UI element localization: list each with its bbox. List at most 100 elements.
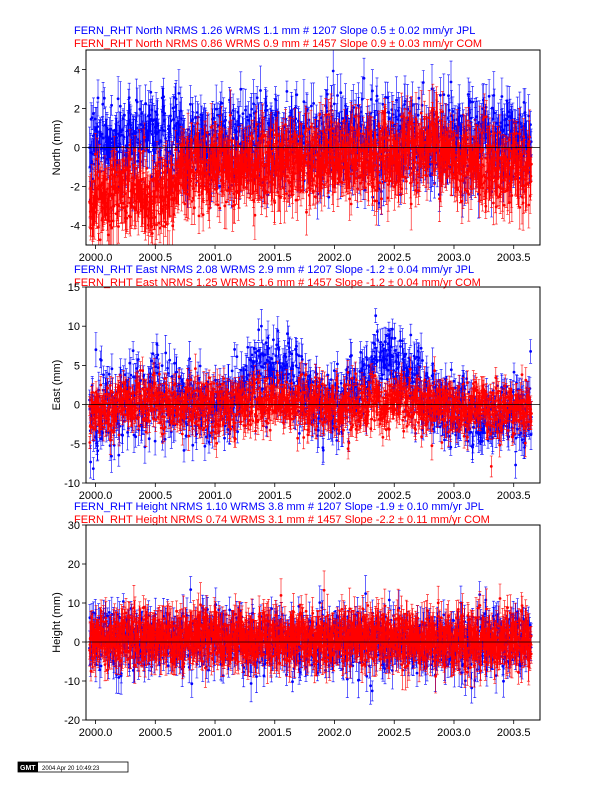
data-point <box>390 372 394 376</box>
data-point <box>522 135 526 139</box>
data-point <box>361 143 365 147</box>
data-point <box>512 161 516 165</box>
data-point <box>200 407 204 410</box>
data-point <box>404 366 408 370</box>
data-point <box>326 141 330 144</box>
data-point <box>203 444 207 448</box>
data-point <box>268 408 272 411</box>
data-point <box>381 102 385 106</box>
data-point <box>350 151 354 155</box>
data-point <box>172 390 176 394</box>
data-point <box>275 165 279 169</box>
data-point <box>475 115 479 119</box>
data-point <box>106 386 110 390</box>
data-point <box>305 409 309 413</box>
data-point <box>360 174 364 177</box>
data-point <box>243 176 247 180</box>
data-point <box>269 373 273 377</box>
data-point <box>270 387 274 391</box>
data-point <box>164 386 168 390</box>
data-point <box>359 181 362 185</box>
data-point <box>269 137 273 141</box>
data-point <box>422 162 425 166</box>
data-point <box>229 391 233 395</box>
data-point <box>227 154 231 158</box>
data-point <box>168 401 172 405</box>
data-point <box>242 170 246 173</box>
data-point <box>378 399 381 403</box>
data-point <box>119 189 123 192</box>
data-point <box>132 417 136 420</box>
data-point <box>131 349 135 353</box>
data-point <box>301 184 305 188</box>
data-point <box>130 152 134 156</box>
data-point <box>413 152 417 156</box>
data-point <box>185 158 189 162</box>
data-point <box>235 413 239 416</box>
data-point <box>135 180 139 184</box>
data-point <box>461 193 464 197</box>
data-point <box>204 398 207 401</box>
data-point <box>261 424 265 428</box>
data-point <box>99 415 103 419</box>
data-point <box>91 227 94 230</box>
data-point <box>323 153 327 157</box>
data-point <box>287 346 291 349</box>
data-point <box>478 128 482 131</box>
data-point <box>343 160 347 164</box>
data-point <box>145 166 149 170</box>
data-point <box>462 155 466 159</box>
data-point <box>372 177 376 181</box>
data-point <box>415 394 418 398</box>
data-point <box>202 426 206 430</box>
data-point <box>188 407 192 411</box>
data-point <box>253 116 257 120</box>
data-point <box>300 355 303 358</box>
data-point <box>395 142 399 145</box>
data-point <box>250 107 254 111</box>
data-point <box>268 428 272 432</box>
data-point <box>389 389 392 393</box>
data-point <box>96 225 100 229</box>
data-point <box>247 393 251 397</box>
data-point <box>153 118 156 122</box>
data-point <box>123 373 127 377</box>
data-point <box>244 157 248 161</box>
data-point <box>98 130 102 134</box>
data-point <box>190 200 194 203</box>
data-point <box>338 420 341 424</box>
data-point <box>195 111 199 114</box>
data-point <box>407 388 411 391</box>
data-point <box>107 207 110 211</box>
data-point <box>519 431 523 435</box>
data-point <box>99 134 102 138</box>
data-point <box>494 205 498 209</box>
data-point <box>456 188 459 192</box>
data-point <box>136 416 140 419</box>
data-point <box>146 223 150 227</box>
data-point <box>280 134 284 138</box>
data-point <box>339 381 343 385</box>
data-point <box>212 148 215 152</box>
data-point <box>473 136 477 140</box>
data-point <box>374 355 378 359</box>
data-point <box>385 134 389 138</box>
data-point <box>501 190 504 194</box>
data-point <box>202 172 205 176</box>
data-point <box>334 162 338 166</box>
data-point <box>341 143 345 147</box>
data-point <box>355 425 359 428</box>
data-point <box>232 192 236 196</box>
data-point <box>263 183 267 187</box>
data-point <box>194 135 197 138</box>
data-point <box>500 125 503 129</box>
data-point <box>214 419 218 422</box>
data-point <box>169 192 172 195</box>
data-point <box>317 152 320 156</box>
data-point <box>282 421 285 425</box>
data-point <box>167 124 171 128</box>
data-point <box>416 149 420 152</box>
data-point <box>150 225 154 229</box>
data-point <box>390 336 394 340</box>
data-point <box>367 410 370 413</box>
